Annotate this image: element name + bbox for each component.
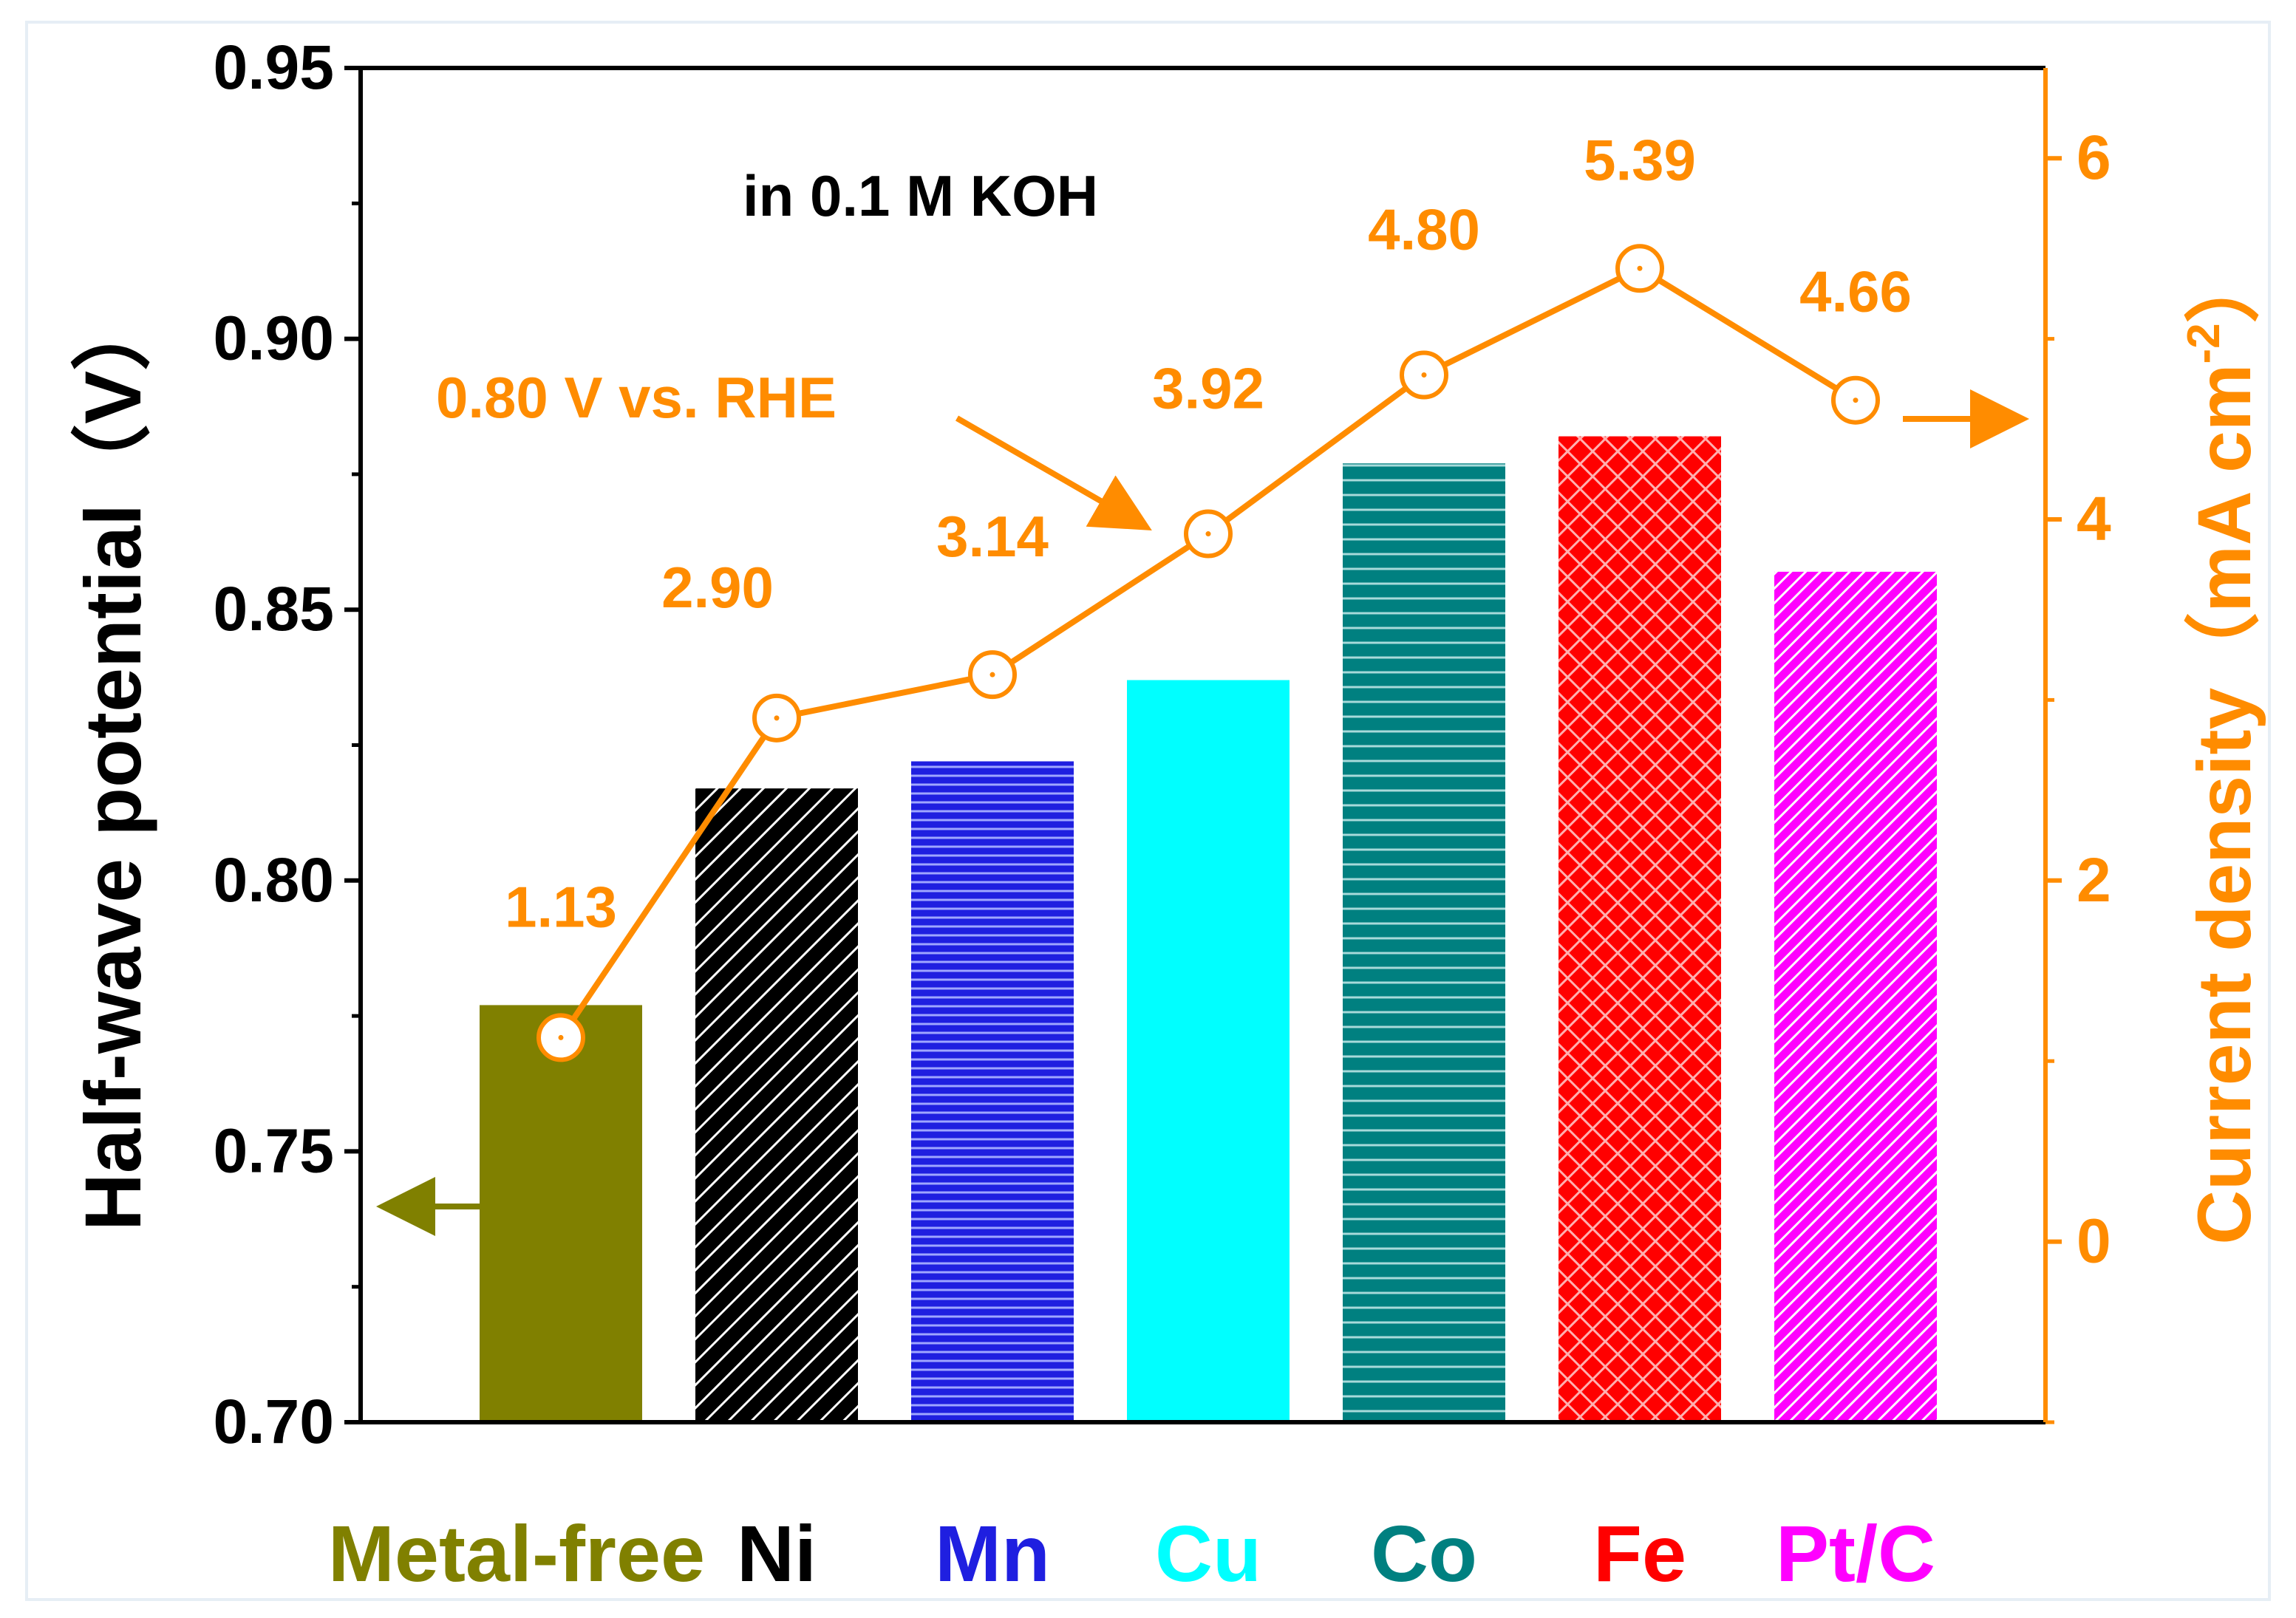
category-label-pt-c: Pt/C [1776, 1509, 1935, 1598]
y-tick-label-left: 0.90 [214, 304, 335, 373]
y-tick-label-left: 0.70 [214, 1387, 335, 1456]
category-label-co: Co [1371, 1509, 1477, 1598]
category-label-cu: Cu [1155, 1509, 1261, 1598]
data-label: 4.80 [1368, 197, 1480, 262]
bar-mn [911, 761, 1074, 1422]
data-point-center [1205, 531, 1211, 537]
y-axis-right-title-end: ） [2182, 248, 2266, 323]
category-label-metal-free: Metal-free [328, 1509, 705, 1598]
data-point-center [989, 672, 995, 677]
y-axis-left-title: Half-wave potential（V） [68, 291, 157, 1231]
y-axis-right-title: Current density（mA cm-2） [2179, 248, 2266, 1244]
y-axis-right-title-main: Current density（mA cm [2182, 364, 2266, 1245]
data-label: 4.66 [1799, 259, 1912, 324]
bar-co [1343, 463, 1505, 1422]
data-label: 5.39 [1584, 127, 1696, 192]
data-label: 1.13 [505, 874, 617, 939]
figure-frame [25, 21, 2271, 1601]
bar-pt-c [1774, 571, 1937, 1422]
reference-label: 0.80 V vs. RHE [436, 365, 837, 430]
bars-layer [480, 436, 1937, 1423]
current-density-line-layer [536, 244, 1880, 1062]
category-label-mn: Mn [935, 1509, 1050, 1598]
data-label: 3.92 [1152, 356, 1264, 421]
y-axis-right-title-superscript: -2 [2179, 323, 2229, 363]
data-label: 2.90 [661, 555, 774, 620]
bar-fe [1559, 436, 1721, 1423]
bar-ni [695, 788, 858, 1422]
y-tick-label-right: 6 [2077, 123, 2111, 192]
y-tick-label-left: 0.95 [214, 33, 335, 102]
y-tick-label-right: 4 [2077, 484, 2111, 553]
data-point-center [558, 1034, 564, 1040]
data-point-center [1853, 397, 1859, 403]
annotation-text: in 0.1 M KOH [743, 163, 1098, 228]
y-tick-label-right: 2 [2077, 845, 2111, 915]
category-label-fe: Fe [1593, 1509, 1686, 1598]
data-point-center [1421, 372, 1427, 378]
labels-layer: Metal-free Ni Mn Cu Co Fe Pt/C 1.13 2.90 3.14 3.92… [328, 127, 1935, 1598]
bar-cu [1127, 680, 1290, 1422]
y-tick-label-right: 0 [2077, 1206, 2111, 1276]
bar-metal-free [480, 1005, 642, 1422]
y-tick-label-left: 0.75 [214, 1116, 335, 1185]
y-tick-label-left: 0.80 [214, 845, 335, 915]
data-label: 3.14 [936, 504, 1049, 569]
axes-layer: 0.70 0.75 0.80 0.85 0.90 0.95 0 2 4 6 [214, 33, 2112, 1456]
reference-arrow [955, 415, 1152, 530]
y-tick-label-left: 0.85 [214, 574, 335, 644]
category-label-ni: Ni [737, 1509, 817, 1598]
data-point-center [774, 715, 780, 721]
data-point-center [1637, 265, 1643, 271]
